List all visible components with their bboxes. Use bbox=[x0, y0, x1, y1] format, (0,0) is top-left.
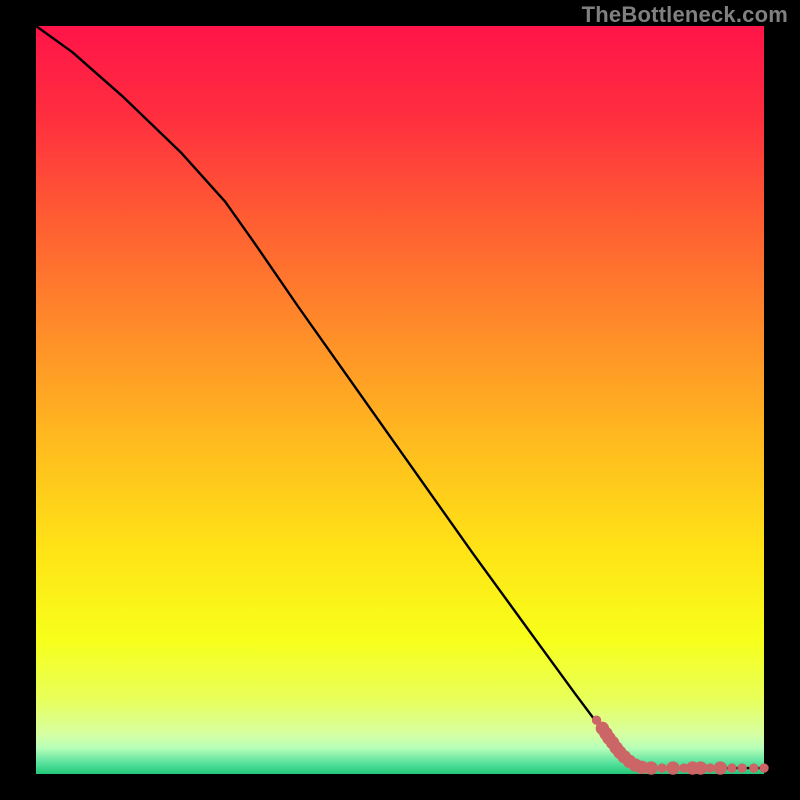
marker-point bbox=[694, 762, 706, 774]
marker-point bbox=[750, 764, 758, 772]
marker-point bbox=[667, 762, 679, 774]
marker-point bbox=[738, 764, 746, 772]
marker-point bbox=[658, 764, 666, 772]
chart-svg bbox=[0, 0, 800, 800]
attribution-label: TheBottleneck.com bbox=[578, 0, 794, 32]
marker-point bbox=[645, 762, 657, 774]
marker-point bbox=[760, 764, 768, 772]
chart-stage: TheBottleneck.com bbox=[0, 0, 800, 800]
marker-point bbox=[706, 764, 714, 772]
plot-background bbox=[36, 26, 764, 774]
marker-point bbox=[728, 764, 736, 772]
marker-point bbox=[714, 762, 726, 774]
